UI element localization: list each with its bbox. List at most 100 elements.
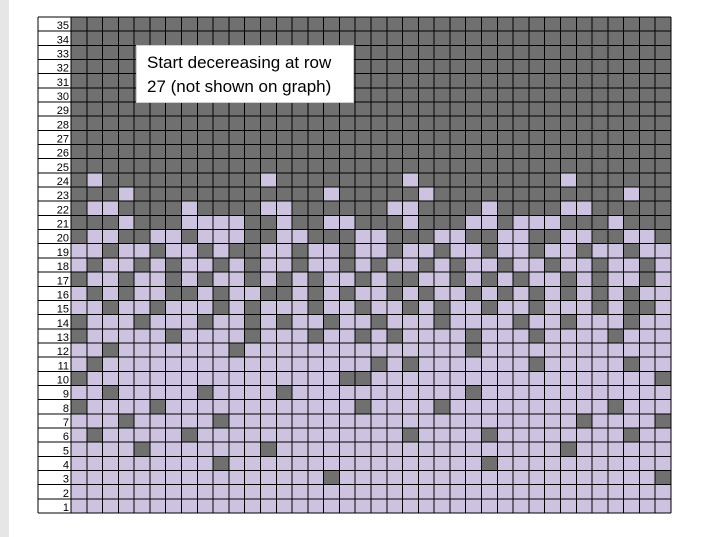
cell-light [228, 314, 245, 329]
cell-dark [418, 144, 435, 159]
cell-light [213, 357, 229, 372]
cell-light [213, 371, 229, 386]
cell-light [386, 342, 403, 358]
cell-light [371, 286, 387, 301]
cell-light [181, 484, 198, 499]
cell-light [560, 427, 577, 443]
cell-light [71, 456, 87, 471]
cell-dark [213, 286, 229, 301]
cell-dark [544, 201, 561, 216]
cell-light [465, 470, 482, 485]
cell-light [134, 470, 150, 485]
cell-light [355, 427, 371, 443]
cell-light [513, 371, 529, 386]
cell-dark [292, 172, 308, 188]
cell-light [181, 385, 198, 400]
cell-light [371, 328, 387, 343]
cell-light [323, 357, 340, 372]
cell-light [544, 328, 561, 343]
cell-dark [86, 59, 103, 74]
cell-light [307, 442, 324, 457]
cell-light [86, 172, 103, 188]
cell-dark [528, 300, 545, 315]
cell-light [213, 427, 229, 443]
row-label: 12 [57, 346, 69, 358]
cell-light [623, 328, 640, 343]
cell-light [292, 498, 308, 513]
cell-light [528, 385, 545, 400]
row-number-column: 3534333231302928272625242322212019181716… [38, 17, 71, 514]
cell-dark [592, 31, 608, 46]
cell-dark [639, 73, 656, 88]
cell-dark [402, 17, 419, 32]
cell-dark [260, 116, 277, 131]
cell-light [560, 413, 577, 428]
cell-light [655, 257, 671, 273]
cell-dark [292, 102, 308, 117]
cell-dark [371, 59, 387, 74]
cell-dark [465, 73, 482, 88]
cell-light [607, 427, 624, 443]
cell-dark [592, 45, 608, 60]
cell-dark [655, 187, 671, 202]
cell-dark [213, 130, 229, 145]
cell-dark [355, 73, 371, 88]
cell-light [497, 371, 514, 386]
cell-light [449, 427, 466, 443]
cell-dark [371, 158, 387, 173]
cell-light [181, 300, 198, 315]
cell-light [244, 413, 261, 428]
cell-light [465, 357, 482, 372]
cell-dark [560, 314, 577, 329]
cell-dark [118, 130, 135, 145]
cell-dark [244, 144, 261, 159]
cell-dark [260, 442, 277, 457]
cell-light [244, 427, 261, 443]
cell-dark [623, 300, 640, 315]
cell-dark [418, 31, 435, 46]
cell-dark [639, 87, 656, 103]
cell-dark [339, 243, 356, 258]
cell-dark [181, 17, 198, 32]
cell-light [371, 272, 387, 287]
cell-dark [71, 399, 87, 414]
cell-light [371, 470, 387, 485]
cell-light [276, 229, 293, 244]
cell-dark [102, 243, 119, 258]
cell-dark [655, 116, 671, 131]
cell-dark [165, 144, 182, 159]
cell-light [307, 357, 324, 372]
cell-light [434, 385, 450, 400]
cell-light [323, 286, 340, 301]
cell-dark [434, 187, 450, 202]
cell-light [497, 385, 514, 400]
cell-dark [528, 130, 545, 145]
cell-dark [339, 286, 356, 301]
cell-dark [418, 172, 435, 188]
cell-light [118, 328, 135, 343]
cell-dark [465, 59, 482, 74]
cell-dark [639, 144, 656, 159]
cell-light [197, 215, 214, 230]
cell-dark [434, 314, 450, 329]
cell-light [481, 286, 498, 301]
cell-dark [276, 17, 293, 32]
cell-light [639, 357, 656, 372]
cell-dark [513, 272, 529, 287]
cell-dark [244, 130, 261, 145]
cell-light [260, 243, 277, 258]
cell-dark [655, 201, 671, 216]
cell-light [355, 342, 371, 358]
cell-dark [528, 201, 545, 216]
cell-dark [497, 158, 514, 173]
note-textbox: Start decereasing at row 27 (not shown o… [136, 45, 354, 103]
cell-dark [655, 130, 671, 145]
cell-light [118, 399, 135, 414]
cell-dark [260, 187, 277, 202]
cell-light [165, 442, 182, 457]
cell-light [181, 314, 198, 329]
cell-light [576, 201, 593, 216]
cell-light [149, 272, 166, 287]
cell-light [371, 229, 387, 244]
cell-light [292, 229, 308, 244]
